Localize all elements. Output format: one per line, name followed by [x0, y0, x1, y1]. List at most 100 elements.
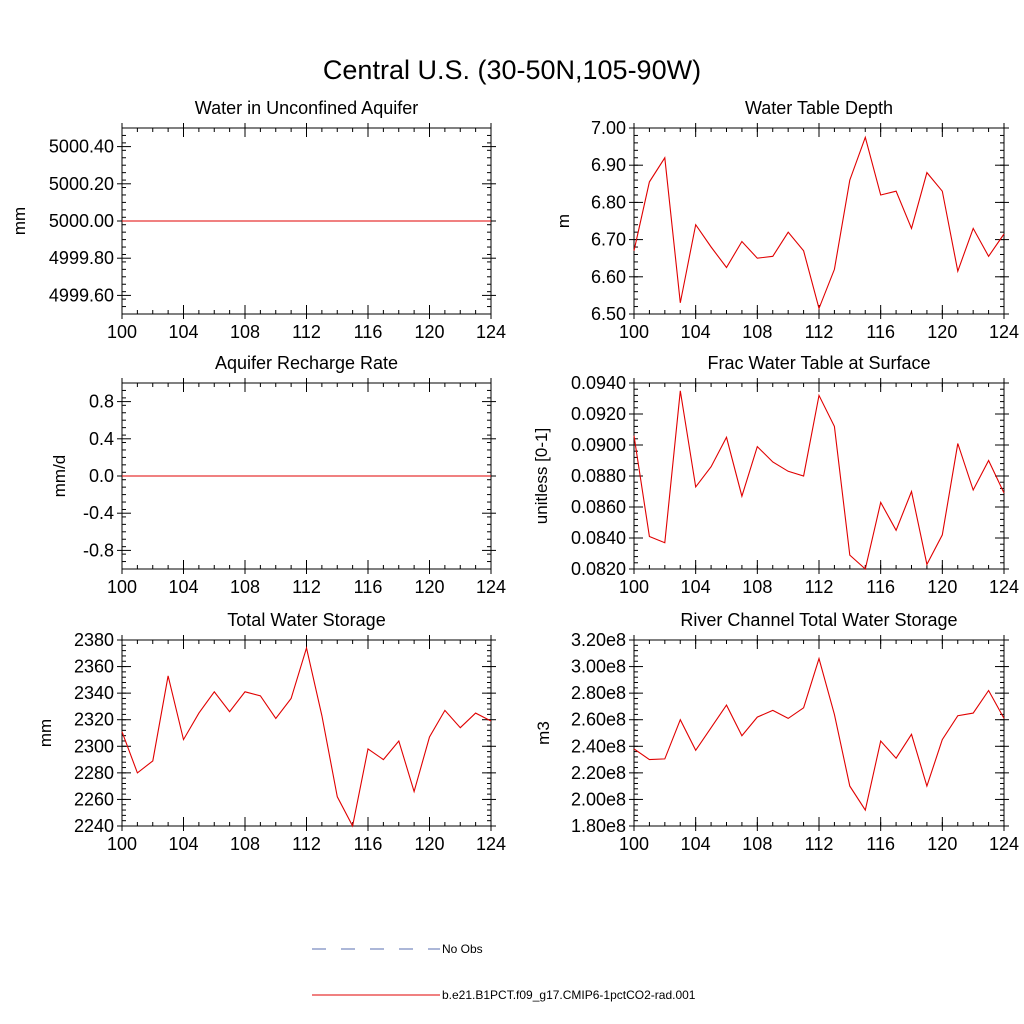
figure-title: Central U.S. (30-50N,105-90W): [323, 55, 701, 85]
x-tick-label: 112: [292, 834, 321, 854]
panel-title: Aquifer Recharge Rate: [215, 353, 398, 373]
y-tick-label: 2380: [74, 630, 114, 650]
y-tick-label: 6.90: [591, 155, 626, 175]
y-tick-label: 0.8: [89, 392, 114, 412]
series-line: [633, 135, 1005, 311]
panel-title: Water Table Depth: [745, 98, 893, 118]
x-tick-label: 100: [107, 577, 137, 597]
x-tick-label: 108: [742, 577, 772, 597]
y-tick-label: 2280: [74, 763, 114, 783]
y-tick-label: 3.00e8: [571, 657, 626, 677]
x-tick-label: 116: [866, 834, 895, 854]
x-tick-label: 112: [805, 834, 834, 854]
x-tick-label: 100: [619, 834, 649, 854]
y-axis-label: m: [554, 214, 573, 228]
plot-frame: [633, 382, 1005, 570]
x-tick-label: 116: [866, 322, 895, 342]
x-tick-label: 116: [354, 577, 383, 597]
y-tick-label: 2.20e8: [571, 763, 626, 783]
y-tick-label: 0.0940: [571, 373, 626, 393]
x-tick-label: 112: [292, 322, 321, 342]
panel-6: River Channel Total Water Storage m3 100 10…: [534, 610, 1019, 854]
legend-label-model: b.e21.B1PCT.f09_g17.CMIP6-1pctCO2-rad.00…: [442, 988, 696, 1002]
y-tick-label: 0.0920: [571, 404, 626, 424]
x-tick-label: 104: [168, 834, 198, 854]
x-tick-label: 104: [168, 322, 198, 342]
x-tick-label: 104: [681, 577, 711, 597]
y-tick-label: 0.0860: [571, 497, 626, 517]
x-tick-label: 100: [619, 577, 649, 597]
x-tick-label: 116: [866, 577, 895, 597]
series-line: [121, 645, 492, 828]
plot-frame: [633, 639, 1005, 827]
panel-3: Aquifer Recharge Rate mm/d 100 104 108 112 116…: [50, 353, 506, 597]
x-tick-label: 112: [805, 322, 834, 342]
y-tick-label: 2320: [74, 710, 114, 730]
x-tick-label: 108: [230, 322, 260, 342]
y-axis-label: mm: [10, 207, 29, 235]
x-tick-label: 108: [742, 834, 772, 854]
x-tick-label: 100: [107, 834, 137, 854]
y-tick-label: 3.20e8: [571, 630, 626, 650]
y-tick-label: 2.60e8: [571, 710, 626, 730]
y-tick-label: 6.50: [591, 304, 626, 324]
panel-1: Water in Unconfined Aquifer mm 100 104 108 11…: [10, 98, 506, 342]
x-tick-label: 108: [230, 577, 260, 597]
y-axis-label: mm: [36, 719, 55, 747]
x-tick-label: 104: [681, 834, 711, 854]
x-tick-label: 124: [989, 322, 1019, 342]
y-tick-label: -0.4: [83, 503, 114, 523]
x-tick-label: 116: [354, 322, 383, 342]
y-tick-label: 2.00e8: [571, 789, 626, 809]
y-tick-label: 0.0820: [571, 559, 626, 579]
y-tick-label: 7.00: [591, 118, 626, 138]
y-tick-label: 6.60: [591, 267, 626, 287]
y-tick-label: 2240: [74, 816, 114, 836]
panels: Water in Unconfined Aquifer mm 100 104 108 11…: [10, 98, 1019, 854]
x-tick-label: 120: [927, 577, 957, 597]
x-tick-label: 124: [476, 322, 506, 342]
y-tick-label: -0.8: [83, 540, 114, 560]
x-tick-label: 124: [476, 834, 506, 854]
y-axis-label: unitless [0-1]: [532, 428, 551, 524]
y-tick-label: 0.0900: [571, 435, 626, 455]
x-tick-label: 112: [805, 577, 834, 597]
x-tick-label: 100: [619, 322, 649, 342]
x-tick-label: 108: [230, 834, 260, 854]
panel-title: Water in Unconfined Aquifer: [195, 98, 418, 118]
y-tick-label: 2340: [74, 683, 114, 703]
y-tick-label: 5000.00: [49, 211, 114, 231]
x-tick-label: 116: [354, 834, 383, 854]
legend: No Obs b.e21.B1PCT.f09_g17.CMIP6-1pctCO2…: [312, 942, 696, 1002]
y-tick-label: 2360: [74, 657, 114, 677]
plot-frame: [121, 639, 492, 827]
x-tick-label: 120: [927, 834, 957, 854]
y-tick-label: 2300: [74, 736, 114, 756]
x-tick-label: 120: [927, 322, 957, 342]
y-tick-label: 0.0840: [571, 528, 626, 548]
y-tick-label: 0.0880: [571, 466, 626, 486]
y-tick-label: 6.80: [591, 192, 626, 212]
panel-4: Frac Water Table at Surface unitless [0-1…: [532, 353, 1019, 597]
y-axis-label: m3: [534, 721, 553, 745]
panel-title: River Channel Total Water Storage: [680, 610, 957, 630]
x-tick-label: 100: [107, 322, 137, 342]
y-tick-label: 6.70: [591, 230, 626, 250]
x-tick-label: 104: [168, 577, 198, 597]
y-tick-label: 2260: [74, 789, 114, 809]
legend-label-no-obs: No Obs: [442, 942, 483, 956]
y-tick-label: 1.80e8: [571, 816, 626, 836]
x-tick-label: 124: [476, 577, 506, 597]
x-tick-label: 124: [989, 834, 1019, 854]
y-tick-label: 0.0: [89, 466, 114, 486]
y-tick-label: 5000.20: [49, 174, 114, 194]
panel-title: Total Water Storage: [227, 610, 385, 630]
y-tick-label: 0.4: [89, 429, 114, 449]
y-tick-label: 4999.80: [49, 248, 114, 268]
x-tick-label: 104: [681, 322, 711, 342]
x-tick-label: 112: [292, 577, 321, 597]
y-tick-label: 5000.40: [49, 137, 114, 157]
series-line: [633, 390, 1005, 571]
y-tick-label: 4999.60: [49, 285, 114, 305]
